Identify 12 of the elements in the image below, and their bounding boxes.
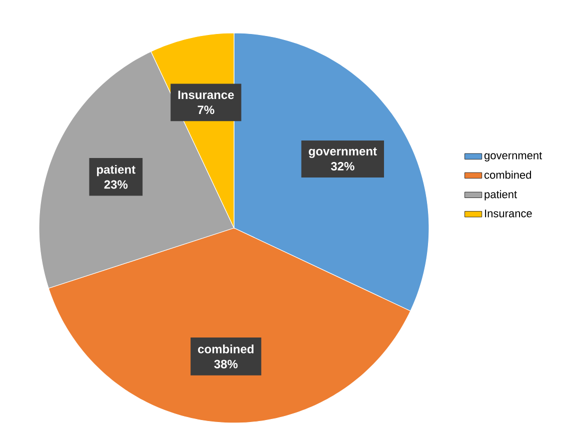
slice-label: patient: [97, 164, 136, 176]
data-label: 23%: [104, 180, 128, 189]
data-label: 38%: [214, 360, 238, 368]
legend-label: government: [484, 152, 542, 162]
slice-label: government: [308, 148, 377, 158]
slice-label: Insurance: [178, 90, 234, 100]
legend-label: Insurance: [485, 210, 532, 218]
legend-label: combined: [484, 170, 532, 179]
slice-label: combined: [198, 344, 254, 354]
data-label: 7%: [198, 106, 214, 114]
legend-label: patient: [484, 190, 517, 200]
data-label: 32%: [330, 162, 354, 171]
